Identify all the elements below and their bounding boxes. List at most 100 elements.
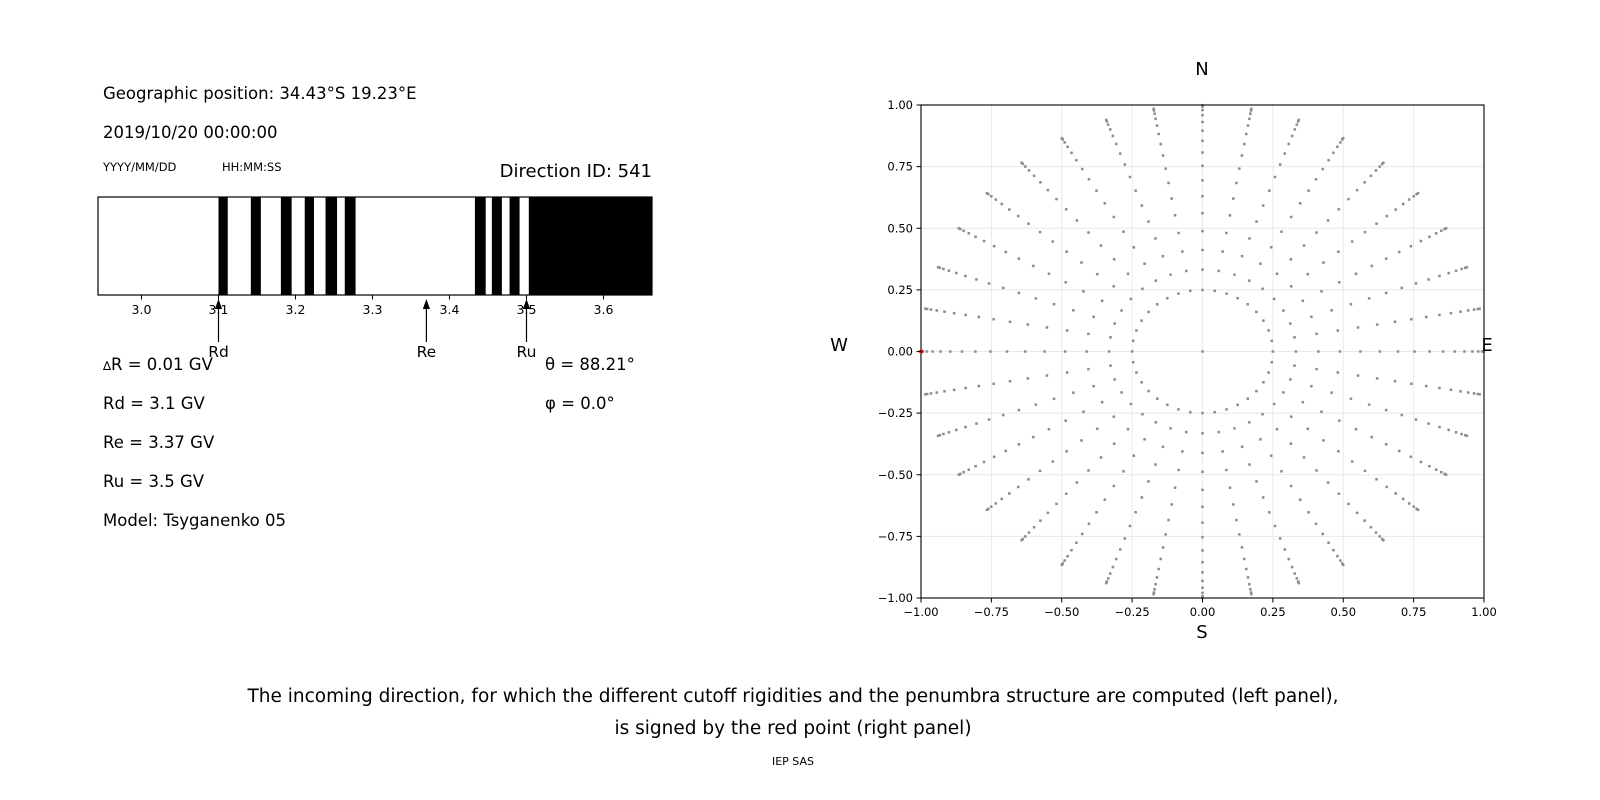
direction-point [992, 317, 995, 321]
direction-point [1130, 350, 1134, 353]
direction-point [1428, 235, 1431, 239]
direction-point [1017, 291, 1021, 295]
direction-point [1099, 456, 1103, 459]
direction-point [1472, 308, 1476, 311]
direction-point [1153, 587, 1156, 591]
direction-point [1087, 367, 1090, 371]
direction-point [1294, 350, 1298, 353]
direction-point [1064, 419, 1068, 422]
direction-point [1201, 411, 1204, 415]
direction-point [1201, 108, 1204, 112]
direction-point [1268, 189, 1271, 192]
direction-point [1269, 245, 1273, 249]
direction-point [1332, 151, 1335, 155]
direction-point [1248, 582, 1251, 586]
direction-point [1478, 392, 1481, 396]
direction-point [1213, 410, 1217, 414]
direction-point [1275, 427, 1279, 431]
direction-point [1378, 350, 1382, 353]
direction-point [1188, 410, 1192, 414]
direction-point [1337, 207, 1341, 211]
direction-point [1321, 532, 1325, 536]
direction-point [1244, 132, 1248, 136]
direction-point [1289, 284, 1293, 288]
direction-point [1181, 250, 1184, 253]
x-tick-label: 3.3 [363, 302, 383, 317]
direction-point [1385, 485, 1389, 489]
direction-point [1154, 237, 1157, 240]
direction-point [1259, 438, 1262, 441]
direction-point [943, 390, 946, 393]
direction-point [1240, 154, 1244, 157]
direction-point [1427, 422, 1430, 425]
direction-point [1201, 451, 1204, 455]
forbidden-band [325, 197, 338, 295]
direction-point [974, 235, 977, 239]
direction-point [989, 195, 993, 198]
direction-point [1020, 538, 1023, 542]
direction-point [1126, 427, 1130, 431]
direction-point [1112, 215, 1116, 219]
direction-scatter-plot: −1.00−1.00 −0.75 −0.75 −0.50 −0.50 −0.25 −0.25… [878, 98, 1497, 619]
direction-point [1169, 427, 1172, 430]
direction-point [1087, 469, 1090, 472]
direction-point [1233, 273, 1236, 276]
direction-point [1155, 397, 1159, 400]
direction-point [1032, 174, 1036, 178]
direction-point [1131, 339, 1135, 343]
direction-point [1330, 391, 1333, 394]
direction-point [1397, 449, 1401, 453]
direction-point [1412, 505, 1416, 508]
direction-point [1043, 350, 1046, 353]
direction-point [1374, 169, 1378, 172]
direction-point [1465, 434, 1469, 438]
direction-point [1287, 142, 1291, 146]
y-tick-label: 0.75 [887, 160, 913, 174]
direction-point [1129, 402, 1133, 406]
direction-point [1108, 572, 1112, 575]
direction-point [931, 350, 934, 353]
direction-point [1201, 248, 1204, 252]
direction-point [1375, 222, 1378, 225]
direction-point [1095, 511, 1098, 514]
direction-point [942, 432, 945, 436]
direction-point [952, 388, 956, 392]
forbidden-band [250, 197, 261, 295]
direction-point [1112, 484, 1116, 488]
direction-point [1141, 412, 1144, 416]
direction-point [1476, 350, 1480, 353]
direction-point [1272, 402, 1276, 406]
direction-point [1072, 391, 1075, 394]
direction-point [1283, 152, 1287, 155]
direction-point [1080, 439, 1083, 442]
direction-point [1293, 364, 1296, 368]
direction-point [1278, 537, 1282, 540]
direction-point [1472, 392, 1476, 395]
direction-point [1231, 197, 1235, 200]
direction-point [1132, 454, 1136, 458]
direction-point [1123, 537, 1127, 540]
direction-point [1123, 163, 1127, 166]
compass-south-label: S [1196, 622, 1208, 643]
direction-point [1349, 302, 1353, 306]
direction-point [1282, 309, 1285, 312]
direction-point [1434, 232, 1438, 235]
direction-point [1289, 215, 1293, 219]
direction-point [1322, 439, 1325, 442]
direction-point [1438, 313, 1441, 317]
direction-point [1248, 463, 1251, 466]
direction-point [1393, 379, 1397, 383]
x-tick-label: −1.00 [903, 605, 938, 619]
direction-point [1052, 397, 1056, 401]
direction-point [1128, 175, 1132, 179]
direction-point [1247, 421, 1251, 424]
direction-point [1341, 136, 1345, 140]
direction-point [1282, 391, 1285, 394]
direction-point [1147, 220, 1150, 223]
direction-point [1374, 531, 1378, 534]
direction-point [994, 502, 998, 505]
direction-point [1393, 320, 1397, 324]
direction-point [1177, 292, 1180, 295]
marker-label: Rd [208, 343, 229, 360]
direction-axes: −1.00−1.00 −0.75 −0.75 −0.50 −0.50 −0.25 −0.25… [878, 98, 1497, 619]
